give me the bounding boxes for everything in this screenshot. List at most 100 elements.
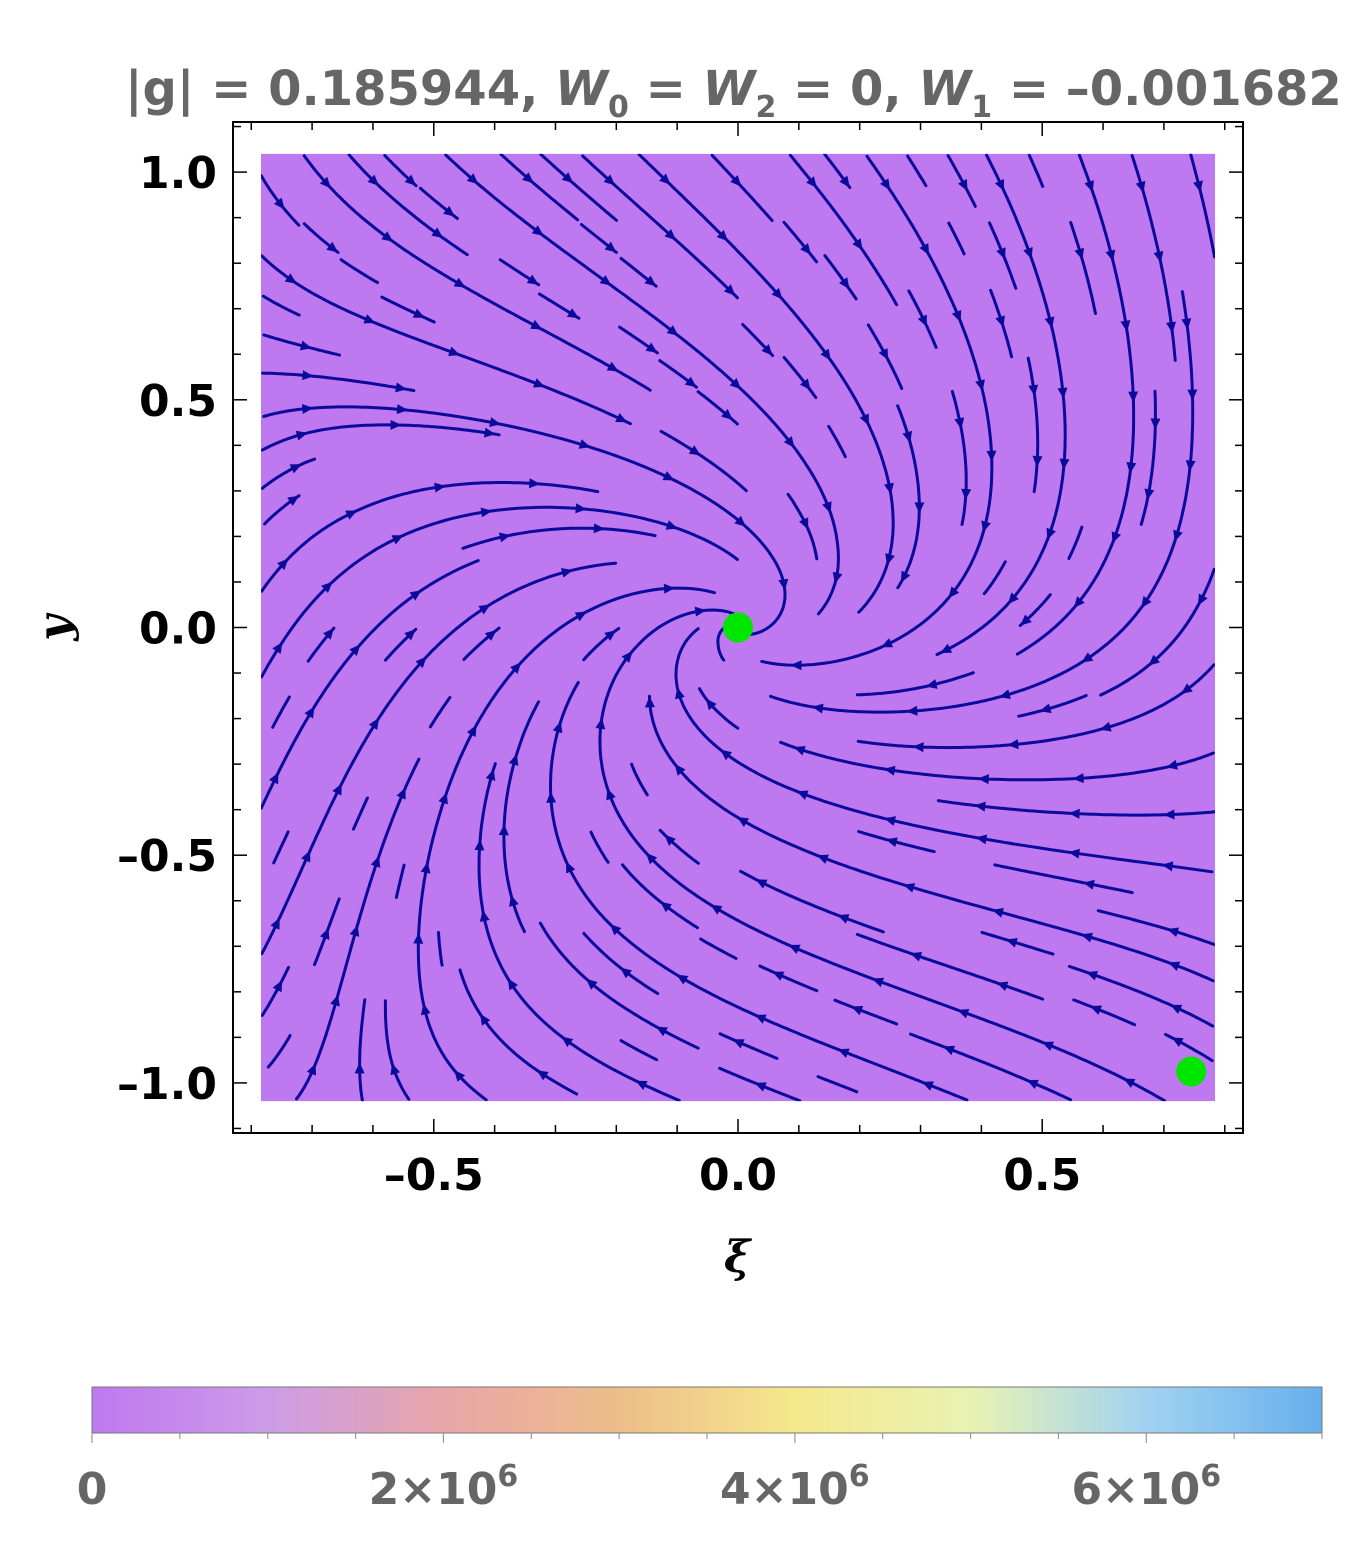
streamline xyxy=(1189,153,1216,259)
chart-title: |g| = 0.185944, W0 = W2 = 0, W1 = –0.001… xyxy=(125,61,1342,125)
stream-arrow xyxy=(832,571,843,584)
stream-arrow xyxy=(443,205,455,217)
x-axis-label: ξ xyxy=(724,1232,752,1283)
streamline xyxy=(1067,525,1084,560)
stream-arrow xyxy=(404,629,416,641)
stream-arrow xyxy=(1111,531,1122,544)
stream-arrow xyxy=(1073,596,1085,608)
streamline xyxy=(909,1032,1072,1102)
streamline xyxy=(538,921,700,1050)
stream-arrow xyxy=(319,927,330,940)
stream-arrow xyxy=(1181,318,1192,330)
stream-arrow xyxy=(396,404,409,415)
stream-arrow xyxy=(507,978,518,991)
stream-arrow xyxy=(674,763,686,776)
stream-arrow xyxy=(837,914,850,924)
stream-arrow xyxy=(1057,387,1068,399)
stream-arrow xyxy=(635,1080,648,1091)
stream-arrow xyxy=(272,641,283,654)
stream-arrow xyxy=(1028,384,1039,397)
stream-arrow xyxy=(761,344,773,356)
stream-arrow xyxy=(732,1039,745,1049)
stream-arrow xyxy=(269,772,279,785)
stream-arrow xyxy=(620,967,632,979)
stream-arrow xyxy=(1020,614,1032,626)
stream-arrow xyxy=(284,273,297,284)
streamline xyxy=(444,153,840,616)
stream-arrow xyxy=(1105,249,1116,262)
stream-arrow xyxy=(604,241,617,253)
stream-arrow xyxy=(1081,652,1094,663)
stream-arrow xyxy=(730,175,742,187)
stream-arrow xyxy=(734,515,746,527)
x-tick-label: 0.5 xyxy=(1003,1150,1081,1201)
stream-arrow xyxy=(977,774,989,785)
stream-arrow xyxy=(575,503,587,514)
stream-arrow xyxy=(991,907,1004,918)
streamline xyxy=(428,696,452,729)
stream-arrow xyxy=(951,310,962,323)
stream-arrow xyxy=(788,944,801,954)
stream-arrow xyxy=(531,225,544,236)
axis-ticks xyxy=(233,122,1243,1133)
stream-arrow xyxy=(921,1081,934,1091)
stream-arrow xyxy=(1148,654,1160,666)
streamline xyxy=(266,1034,292,1069)
stream-arrow xyxy=(483,427,496,438)
stream-arrow xyxy=(851,1005,864,1016)
stream-arrow xyxy=(566,308,579,319)
stream-arrow xyxy=(883,765,896,776)
streamline xyxy=(260,559,480,810)
stream-arrow xyxy=(943,1045,956,1056)
stream-arrow xyxy=(453,277,466,288)
stream-arrow xyxy=(1180,683,1193,694)
streamline xyxy=(1139,389,1157,526)
stream-arrow xyxy=(1026,1079,1039,1090)
stream-arrow xyxy=(755,879,768,889)
streamline xyxy=(946,154,977,208)
stream-arrow xyxy=(925,679,938,689)
stream-arrow xyxy=(345,510,358,520)
stream-arrow xyxy=(1072,773,1084,784)
streamline xyxy=(716,627,726,662)
stream-arrow xyxy=(434,482,446,493)
streamline xyxy=(262,405,787,636)
stream-arrow xyxy=(1007,739,1019,750)
stream-arrow xyxy=(799,378,811,391)
stream-arrow xyxy=(301,850,311,863)
stream-arrow xyxy=(391,535,404,545)
stream-arrow xyxy=(287,495,300,506)
stream-arrow xyxy=(370,855,381,868)
streamline xyxy=(582,931,660,995)
stream-arrow xyxy=(609,924,622,936)
stream-arrow xyxy=(508,753,519,766)
stream-arrow xyxy=(552,721,563,734)
y-axis-label: y xyxy=(29,612,80,642)
stream-arrow xyxy=(820,348,831,361)
stream-arrow xyxy=(662,471,675,481)
stream-arrow xyxy=(645,342,658,353)
stream-arrow xyxy=(404,174,417,186)
stream-arrow xyxy=(420,1003,431,1016)
stream-arrow xyxy=(323,628,334,640)
stream-arrow xyxy=(1126,462,1137,474)
stream-arrow xyxy=(1170,1004,1183,1014)
stream-arrow xyxy=(604,630,617,641)
stream-arrow xyxy=(498,824,509,836)
stream-arrow xyxy=(974,801,986,812)
stream-arrow xyxy=(1080,932,1093,943)
stream-arrow xyxy=(578,439,591,449)
stream-arrow xyxy=(996,247,1006,260)
streamline xyxy=(758,964,819,993)
stream-arrow xyxy=(872,977,885,988)
stream-arrow xyxy=(1074,247,1085,260)
stream-arrow xyxy=(1023,247,1033,260)
stream-arrow xyxy=(1163,809,1175,820)
stream-arrow xyxy=(561,1036,574,1048)
streamline xyxy=(260,965,290,1017)
stream-arrow xyxy=(368,718,379,730)
colorbar-label: 4×106 xyxy=(720,1459,870,1515)
stream-arrow xyxy=(1041,1041,1054,1051)
stream-arrow xyxy=(837,1048,850,1058)
